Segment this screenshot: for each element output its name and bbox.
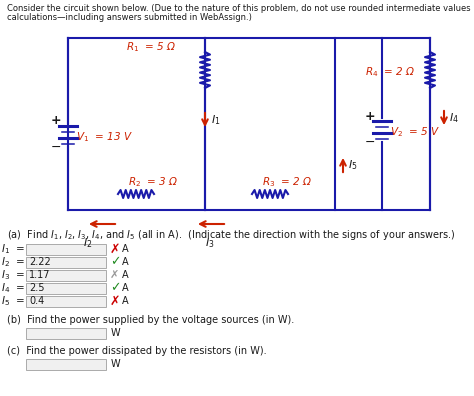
Text: $I_3$: $I_3$ <box>205 236 215 250</box>
Text: $I_4$  =: $I_4$ = <box>1 281 25 295</box>
Bar <box>26 283 106 294</box>
Text: +: + <box>51 114 61 128</box>
Text: $R_2$  = 3 Ω: $R_2$ = 3 Ω <box>128 175 178 189</box>
Text: calculations—including answers submitted in WebAssign.): calculations—including answers submitted… <box>7 13 252 22</box>
Text: +: + <box>365 110 375 122</box>
Text: $I_5$  =: $I_5$ = <box>1 294 25 308</box>
Text: 1.17: 1.17 <box>29 270 51 280</box>
Text: $R_1$  = 5 Ω: $R_1$ = 5 Ω <box>126 40 176 54</box>
Bar <box>26 296 106 307</box>
Text: Consider the circuit shown below. (Due to the nature of this problem, do not use: Consider the circuit shown below. (Due t… <box>7 4 474 13</box>
Text: (c)  Find the power dissipated by the resistors (in W).: (c) Find the power dissipated by the res… <box>7 346 266 356</box>
Bar <box>26 270 106 281</box>
Text: A: A <box>122 257 128 267</box>
Text: 2.22: 2.22 <box>29 257 51 267</box>
Text: $V_2$  = 5 V: $V_2$ = 5 V <box>390 125 440 139</box>
Text: 0.4: 0.4 <box>29 296 44 306</box>
Text: ✗: ✗ <box>110 270 119 280</box>
Text: ✗: ✗ <box>110 295 120 308</box>
Text: $I_1$: $I_1$ <box>211 113 220 127</box>
Text: −: − <box>365 135 375 148</box>
Text: $I_1$  =: $I_1$ = <box>1 242 25 256</box>
Text: $I_5$: $I_5$ <box>348 158 357 172</box>
Text: A: A <box>122 296 128 306</box>
Text: $R_4$  = 2 Ω: $R_4$ = 2 Ω <box>365 65 415 79</box>
Text: $I_3$  =: $I_3$ = <box>1 268 25 282</box>
Text: (b)  Find the power supplied by the voltage sources (in W).: (b) Find the power supplied by the volta… <box>7 315 294 325</box>
Text: A: A <box>122 244 128 254</box>
Text: A: A <box>122 283 128 293</box>
Text: (a)  Find $I_1$, $I_2$, $I_3$, $I_4$, and $I_5$ (all in A).  (Indicate the direc: (a) Find $I_1$, $I_2$, $I_3$, $I_4$, and… <box>7 228 456 242</box>
Text: $R_3$  = 2 Ω: $R_3$ = 2 Ω <box>262 175 312 189</box>
Text: ✓: ✓ <box>110 282 120 295</box>
Text: $I_2$: $I_2$ <box>83 236 93 250</box>
Bar <box>26 359 106 370</box>
Bar <box>26 328 106 339</box>
Bar <box>26 257 106 268</box>
Text: $V_1$  = 13 V: $V_1$ = 13 V <box>76 130 133 144</box>
Text: $I_2$  =: $I_2$ = <box>1 255 25 269</box>
Text: −: − <box>51 141 61 154</box>
Text: 2.5: 2.5 <box>29 283 45 293</box>
Text: ✗: ✗ <box>110 242 120 255</box>
Text: A: A <box>122 270 128 280</box>
Text: W: W <box>111 359 120 369</box>
Text: W: W <box>111 328 120 338</box>
Bar <box>26 244 106 255</box>
Text: $I_4$: $I_4$ <box>449 111 459 125</box>
Text: ✓: ✓ <box>110 255 120 268</box>
